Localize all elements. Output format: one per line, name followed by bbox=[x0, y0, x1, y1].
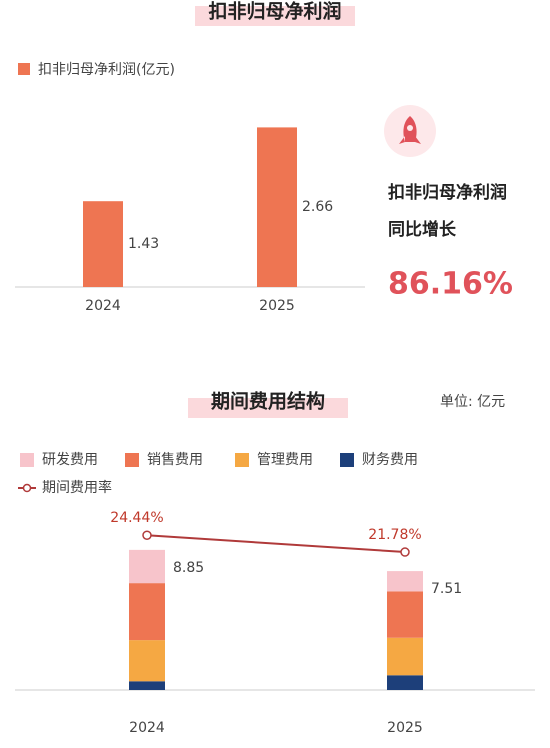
title-highlight bbox=[195, 6, 355, 26]
legend-swatch bbox=[235, 453, 249, 467]
legend-swatch bbox=[20, 453, 34, 467]
title-highlight bbox=[188, 398, 348, 418]
legend-label: 期间费用率 bbox=[42, 479, 112, 496]
bar-segment bbox=[387, 571, 423, 592]
legend-label: 管理费用 bbox=[257, 452, 313, 468]
chart-title: 扣非归母净利润 bbox=[208, 0, 341, 23]
bar-segment bbox=[129, 681, 165, 690]
unit-label: 单位: 亿元 bbox=[440, 394, 505, 410]
legend-swatch bbox=[340, 453, 354, 467]
legend-label: 研发费用 bbox=[42, 452, 98, 468]
bar-segment bbox=[387, 591, 423, 638]
bar-segment bbox=[129, 640, 165, 682]
legend-swatch bbox=[125, 453, 139, 467]
rocket-window bbox=[407, 125, 413, 131]
total-label: 8.85 bbox=[173, 560, 204, 576]
legend-label: 销售费用 bbox=[147, 452, 203, 468]
chart-title: 期间费用结构 bbox=[211, 390, 325, 413]
bar-segment bbox=[129, 583, 165, 641]
legend-label: 扣非归母净利润(亿元) bbox=[38, 61, 175, 78]
value-label: 1.43 bbox=[128, 236, 159, 252]
bar-segment bbox=[387, 637, 423, 676]
value-label: 2.66 bbox=[302, 199, 333, 215]
side-text: 扣非归母净利润 bbox=[388, 182, 507, 203]
bar-segment bbox=[129, 549, 165, 584]
total-label: 7.51 bbox=[431, 581, 462, 597]
rate-line bbox=[146, 534, 406, 554]
bar bbox=[257, 127, 297, 288]
rate-label: 21.78% bbox=[368, 527, 421, 543]
bar bbox=[83, 201, 123, 287]
rate-label: 24.44% bbox=[110, 510, 163, 526]
bar-segment bbox=[387, 675, 423, 690]
rate-point bbox=[142, 530, 152, 540]
growth-value: 86.16% bbox=[388, 267, 513, 302]
legend-marker bbox=[22, 483, 32, 493]
x-tick-label: 2025 bbox=[259, 298, 295, 314]
legend-swatch bbox=[18, 63, 30, 75]
x-tick-label: 2024 bbox=[85, 298, 121, 314]
rate-point bbox=[400, 547, 410, 557]
x-tick-label: 2024 bbox=[129, 720, 165, 736]
legend-label: 财务费用 bbox=[362, 452, 418, 468]
side-text: 同比增长 bbox=[388, 219, 457, 240]
x-tick-label: 2025 bbox=[387, 720, 423, 736]
